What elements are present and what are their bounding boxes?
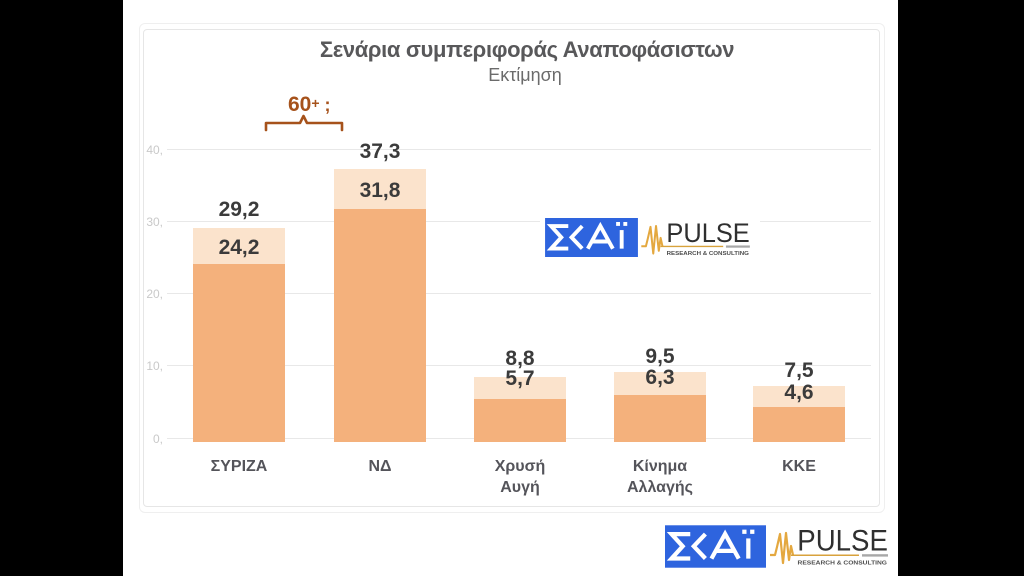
svg-text:RESEARCH & CONSULTING: RESEARCH & CONSULTING bbox=[798, 561, 888, 567]
svg-text:PULSE: PULSE bbox=[797, 524, 888, 557]
svg-text:RESEARCH & CONSULTING: RESEARCH & CONSULTING bbox=[667, 251, 749, 257]
svg-text:PULSE: PULSE bbox=[666, 217, 749, 248]
